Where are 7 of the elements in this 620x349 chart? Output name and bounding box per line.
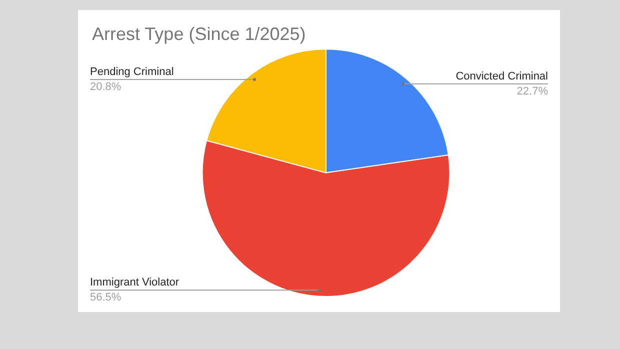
data-label: 22.7%	[516, 85, 548, 98]
slice-label: Immigrant Violator	[90, 276, 180, 289]
data-label: 56.5%	[90, 292, 122, 304]
slice-label: Pending Criminal	[90, 66, 174, 78]
chart-title: Arrest Type (Since 1/2025)	[92, 24, 306, 44]
slice-label: Convicted Criminal	[456, 70, 548, 82]
data-label: 20.8%	[90, 81, 122, 94]
